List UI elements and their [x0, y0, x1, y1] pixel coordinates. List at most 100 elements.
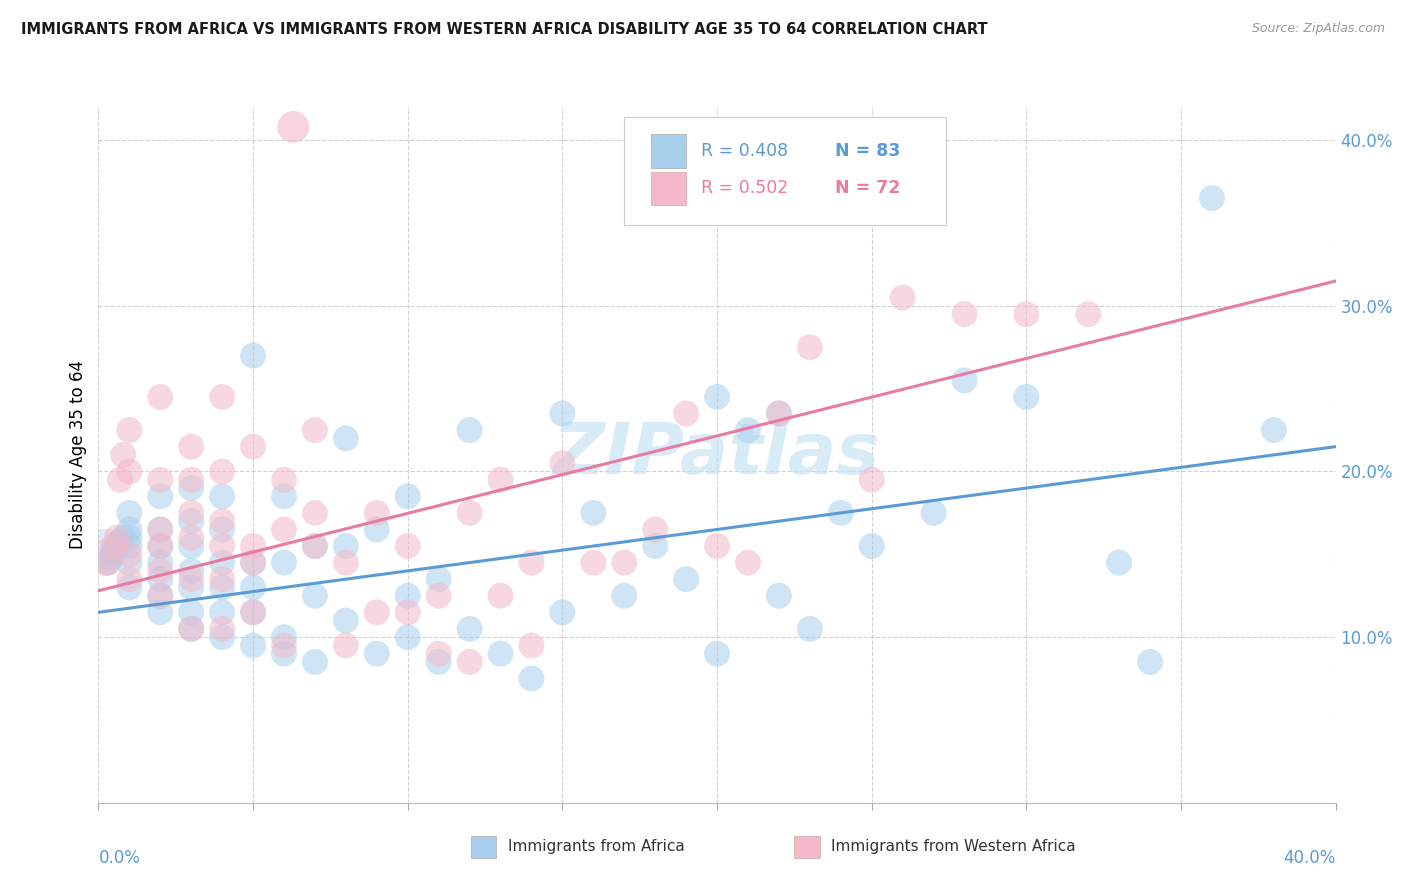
Point [582, 506, 605, 520]
Y-axis label: Disability Age 35 to 64: Disability Age 35 to 64 [69, 360, 87, 549]
Point [242, 556, 264, 570]
Point [118, 523, 141, 537]
Point [118, 531, 141, 545]
Point [149, 556, 172, 570]
Point [283, 120, 305, 134]
Point [366, 605, 388, 619]
Point [613, 556, 636, 570]
Point [830, 506, 852, 520]
Point [112, 531, 135, 545]
Point [427, 647, 450, 661]
Point [335, 539, 357, 553]
Point [180, 581, 202, 595]
Point [458, 622, 481, 636]
Text: N = 83: N = 83 [835, 142, 900, 160]
Point [706, 539, 728, 553]
Point [396, 605, 419, 619]
Point [242, 605, 264, 619]
Text: IMMIGRANTS FROM AFRICA VS IMMIGRANTS FROM WESTERN AFRICA DISABILITY AGE 35 TO 64: IMMIGRANTS FROM AFRICA VS IMMIGRANTS FRO… [21, 22, 987, 37]
Text: Source: ZipAtlas.com: Source: ZipAtlas.com [1251, 22, 1385, 36]
Point [149, 589, 172, 603]
Point [427, 655, 450, 669]
Point [211, 556, 233, 570]
Point [489, 473, 512, 487]
Point [551, 407, 574, 421]
Point [149, 539, 172, 553]
Point [520, 672, 543, 686]
Text: 0.0%: 0.0% [98, 849, 141, 867]
Point [489, 647, 512, 661]
Point [242, 605, 264, 619]
Point [149, 523, 172, 537]
Point [768, 407, 790, 421]
Point [304, 655, 326, 669]
Point [103, 539, 125, 553]
Point [551, 456, 574, 470]
Point [112, 448, 135, 462]
Text: N = 72: N = 72 [835, 179, 900, 197]
Point [273, 523, 295, 537]
Point [1263, 423, 1285, 437]
Text: Immigrants from Western Africa: Immigrants from Western Africa [831, 839, 1076, 855]
Point [304, 423, 326, 437]
Point [242, 556, 264, 570]
Point [1015, 307, 1038, 321]
Point [149, 523, 172, 537]
Point [953, 307, 976, 321]
Point [180, 539, 202, 553]
Point [149, 539, 172, 553]
Point [180, 473, 202, 487]
Point [304, 506, 326, 520]
Point [149, 572, 172, 586]
Point [242, 440, 264, 454]
Point [149, 390, 172, 404]
Text: Immigrants from Africa: Immigrants from Africa [508, 839, 685, 855]
Point [118, 539, 141, 553]
Point [273, 647, 295, 661]
Point [149, 589, 172, 603]
Point [396, 539, 419, 553]
Point [458, 506, 481, 520]
Point [211, 539, 233, 553]
Point [273, 489, 295, 503]
Point [180, 514, 202, 528]
Point [100, 550, 122, 565]
Point [613, 589, 636, 603]
Point [582, 556, 605, 570]
Point [180, 440, 202, 454]
Text: R = 0.408: R = 0.408 [702, 142, 789, 160]
Point [118, 423, 141, 437]
Point [118, 581, 141, 595]
Point [149, 564, 172, 578]
Point [304, 539, 326, 553]
Point [737, 423, 759, 437]
Point [335, 639, 357, 653]
Point [93, 550, 115, 565]
Point [149, 489, 172, 503]
FancyBboxPatch shape [624, 118, 946, 226]
Point [1077, 307, 1099, 321]
Text: ZIPatlas: ZIPatlas [554, 420, 880, 490]
Point [953, 373, 976, 387]
Point [108, 473, 131, 487]
Point [211, 514, 233, 528]
Point [922, 506, 945, 520]
Bar [651, 172, 686, 205]
Point [180, 481, 202, 495]
Point [396, 489, 419, 503]
Point [180, 605, 202, 619]
Point [273, 473, 295, 487]
Point [396, 589, 419, 603]
Point [242, 639, 264, 653]
Point [105, 531, 128, 545]
Point [211, 523, 233, 537]
Point [211, 572, 233, 586]
Point [335, 614, 357, 628]
Point [118, 572, 141, 586]
Point [242, 349, 264, 363]
Point [108, 534, 131, 549]
Point [180, 622, 202, 636]
Point [118, 556, 141, 570]
Point [335, 431, 357, 445]
Point [211, 630, 233, 644]
